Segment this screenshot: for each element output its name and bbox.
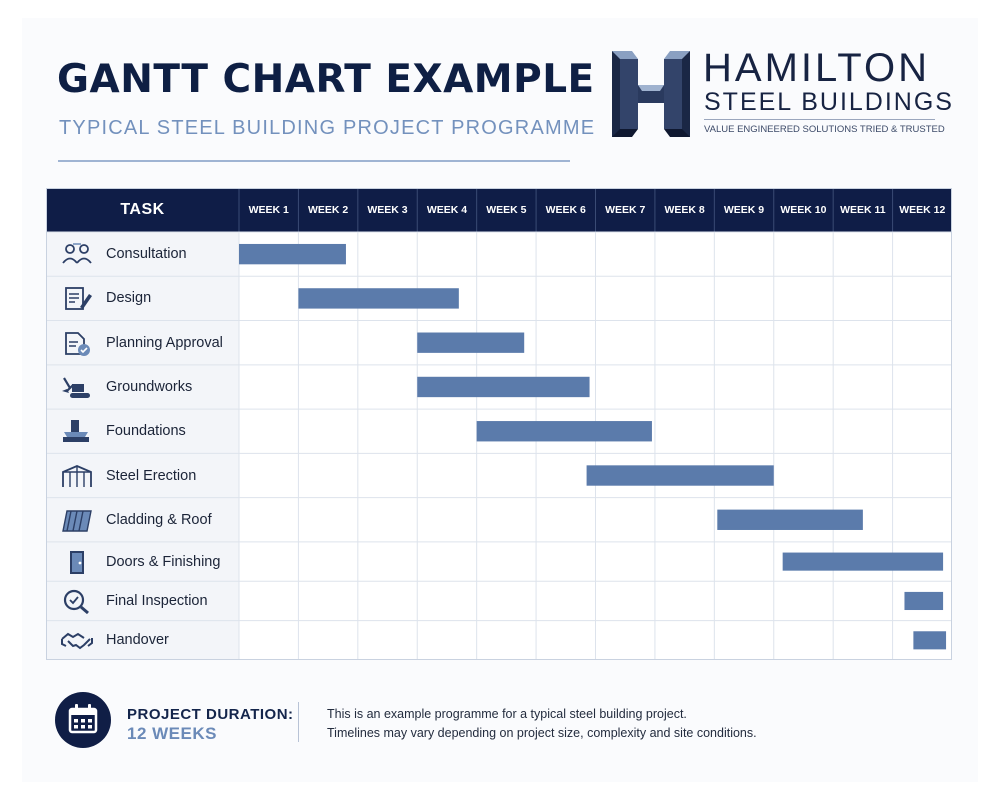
gantt-bar-planning-approval <box>417 332 525 353</box>
footer-note-line-2: Timelines may vary depending on project … <box>327 726 757 740</box>
brand-subtitle: STEEL BUILDINGS <box>704 88 954 116</box>
gantt-bar-cladding-roof <box>717 509 863 530</box>
week-header-3: WEEK 3 <box>367 204 408 216</box>
door-icon <box>70 550 84 574</box>
week-header-1: WEEK 1 <box>248 204 289 216</box>
task-label: Doors & Finishing <box>106 553 221 570</box>
task-label: Final Inspection <box>106 592 208 609</box>
task-label: Handover <box>106 632 169 649</box>
h-monogram-icon <box>612 51 690 137</box>
week-header-4: WEEK 4 <box>426 204 468 216</box>
brand-tagline: VALUE ENGINEERED SOLUTIONS TRIED & TRUST… <box>704 124 945 135</box>
footer-note-line-1: This is an example programme for a typic… <box>327 707 687 721</box>
week-header-10: WEEK 10 <box>780 204 827 216</box>
task-label: Steel Erection <box>106 467 197 484</box>
task-label: Foundations <box>106 423 186 440</box>
task-row: Doors & Finishing <box>46 542 239 581</box>
week-header-7: WEEK 7 <box>605 204 646 216</box>
week-header-8: WEEK 8 <box>664 204 705 216</box>
task-row: Groundworks <box>46 365 239 409</box>
task-column-header: TASK <box>120 201 165 218</box>
magnifier-check-icon <box>63 589 89 614</box>
task-row: Steel Erection <box>46 453 239 497</box>
gantt-bar-final-inspection <box>904 591 944 611</box>
task-row: Consultation <box>46 232 239 276</box>
task-row: Final Inspection <box>46 581 239 620</box>
gantt-bar-groundworks <box>417 376 590 398</box>
calendar-icon <box>55 692 111 748</box>
week-header-11: WEEK 11 <box>840 204 886 216</box>
task-label: Consultation <box>106 246 187 263</box>
steel-frame-icon <box>62 464 92 487</box>
handshake-icon <box>61 633 93 650</box>
project-duration-value: 12 WEEKS <box>127 724 217 743</box>
gantt-chart: TASK WEEK 1 WEEK 2 WEEK 3 WEEK 4 WEEK 5 WEEK … <box>46 188 952 660</box>
chart-header-band <box>46 188 952 232</box>
footer-divider <box>298 702 299 742</box>
task-label: Cladding & Roof <box>106 511 212 528</box>
task-label: Planning Approval <box>106 334 223 351</box>
brand-divider <box>704 119 935 120</box>
gantt-chart-canvas <box>46 188 952 660</box>
design-document-icon <box>65 287 92 311</box>
task-label: Groundworks <box>106 378 193 395</box>
week-header-2: WEEK 2 <box>307 204 349 216</box>
title-divider <box>58 160 570 162</box>
consultation-people-icon <box>62 243 92 264</box>
foundation-block-icon <box>63 420 89 443</box>
project-duration-label: PROJECT DURATION: <box>127 706 294 723</box>
gantt-bar-doors-finishing <box>782 552 944 571</box>
task-column-background <box>46 232 239 660</box>
task-label: Design <box>106 290 152 307</box>
task-row: Foundations <box>46 409 239 453</box>
task-row: Handover <box>46 621 239 660</box>
page-title: GANTT CHART EXAMPLE <box>57 57 595 102</box>
gantt-bar-handover <box>913 631 947 650</box>
gantt-bar-steel-erection <box>586 465 774 486</box>
chart-border <box>46 188 952 660</box>
gantt-bar-consultation <box>239 243 346 265</box>
week-header-6: WEEK 6 <box>545 204 586 216</box>
page-subtitle: TYPICAL STEEL BUILDING PROJECT PROGRAMME <box>59 117 596 139</box>
week-header-12: WEEK 12 <box>899 204 946 216</box>
gantt-bar-foundations <box>476 421 652 442</box>
task-row: Cladding & Roof <box>46 498 239 542</box>
excavator-icon <box>62 377 90 398</box>
task-row: Design <box>46 276 239 320</box>
task-row: Planning Approval <box>46 321 239 365</box>
brand-name: HAMILTON <box>703 46 930 90</box>
week-header-9: WEEK 9 <box>723 204 765 216</box>
approval-document-icon <box>65 331 90 356</box>
week-header-5: WEEK 5 <box>486 204 527 216</box>
gantt-bar-design <box>298 288 459 309</box>
cladding-panel-icon <box>62 510 92 532</box>
